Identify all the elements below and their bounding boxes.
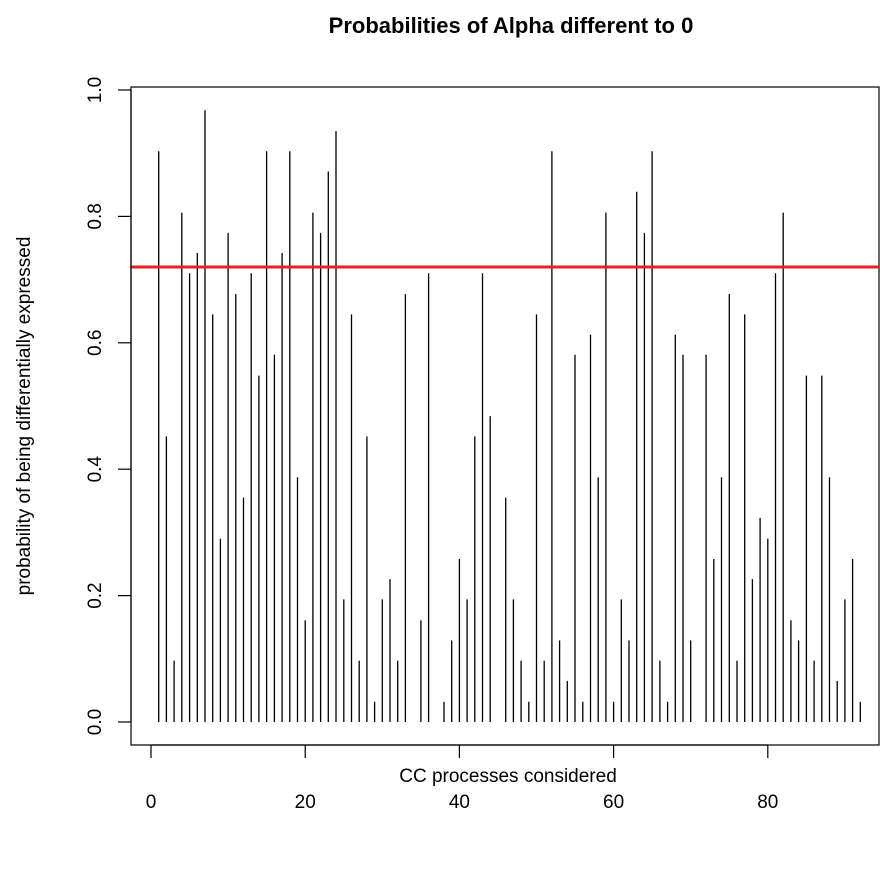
y-tick-label-0.2: 0.2 [85,582,106,608]
x-tick-label-40: 40 [449,792,470,813]
x-tick-label-20: 20 [295,792,316,813]
y-axis: 0.0 0.2 0.4 0.6 0.8 1.0 [85,77,132,735]
x-tick-label-60: 60 [603,792,624,813]
x-tick-label-80: 80 [757,792,778,813]
y-tick-label-0.8: 0.8 [85,203,106,229]
y-tick-label-0.6: 0.6 [85,330,106,356]
x-axis: 0 20 40 60 80 [146,744,778,813]
y-tick-label-0.0: 0.0 [85,709,106,735]
x-axis-label: CC processes considered [399,766,617,787]
y-axis-label: probability of being differentially expr… [14,237,35,596]
chart-title: Probabilities of Alpha different to 0 [329,13,694,38]
y-tick-label-1.0: 1.0 [85,77,106,103]
y-tick-label-0.4: 0.4 [85,456,106,483]
spike-series [158,110,861,722]
x-tick-label-0: 0 [146,792,157,813]
